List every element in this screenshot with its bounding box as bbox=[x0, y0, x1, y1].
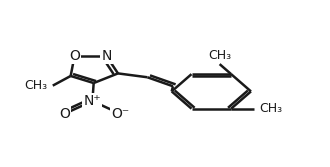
Text: O⁻: O⁻ bbox=[112, 107, 130, 121]
Text: N⁺: N⁺ bbox=[83, 94, 101, 108]
Text: N: N bbox=[101, 49, 112, 63]
Text: CH₃: CH₃ bbox=[24, 79, 48, 92]
Text: CH₃: CH₃ bbox=[259, 102, 282, 115]
Text: O: O bbox=[59, 107, 70, 121]
Text: CH₃: CH₃ bbox=[208, 49, 231, 62]
Text: O: O bbox=[69, 49, 80, 63]
